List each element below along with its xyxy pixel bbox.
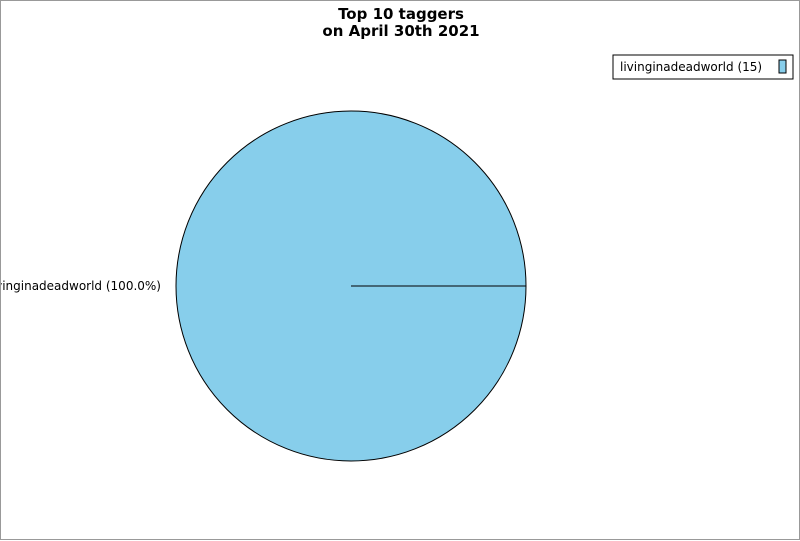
chart-title-line1: Top 10 taggers [338, 5, 464, 23]
slice-label: livinginadeadworld (100.0%) [1, 279, 161, 293]
legend: livinginadeadworld (15) [612, 54, 794, 80]
legend-label: livinginadeadworld (15) [620, 60, 762, 74]
legend-box [612, 54, 794, 80]
legend-swatch [778, 59, 787, 74]
chart-title-line2: on April 30th 2021 [322, 22, 479, 40]
